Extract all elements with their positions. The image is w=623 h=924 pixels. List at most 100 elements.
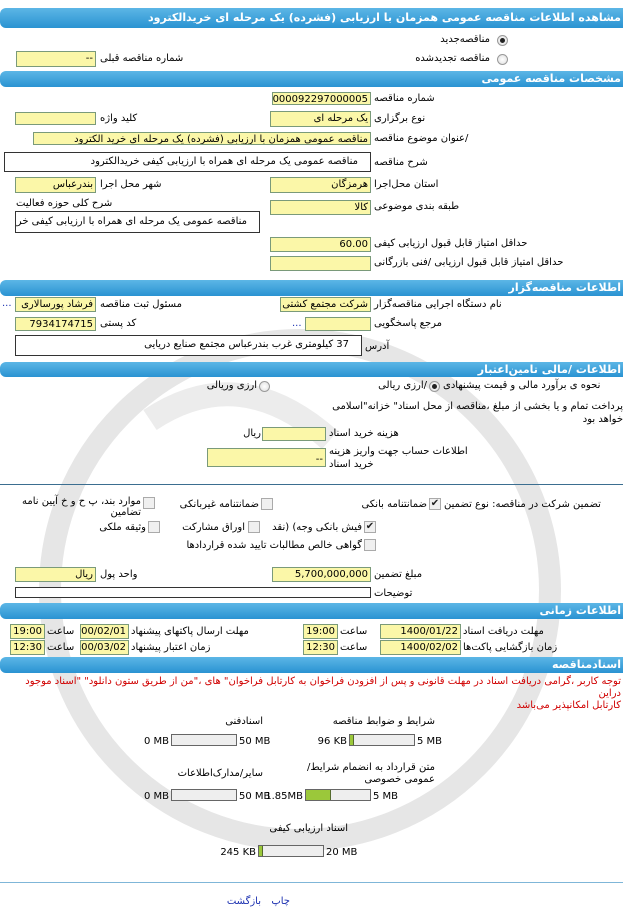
guarantee-bonds-label: اوراق مشارکت [182,522,245,533]
min-quality-field[interactable]: 60.00 [270,237,371,252]
guarantee-claims-label: گواهی خالص مطالبات تایید شده قراردادها [186,540,362,551]
registrar-field[interactable]: فرشاد پورسالاری [15,297,96,312]
address-label: آدرس [365,341,390,352]
opening-date[interactable]: 1400/02/02 [380,640,461,655]
doc-size: 0 MB [143,791,169,802]
new-tender-label: مناقصه‌جدید [440,34,490,45]
doc-label[interactable]: اسناد ارزیابی کیفی [269,823,348,834]
section-header-general: مشخصات مناقصه عمومی [0,71,623,87]
guarantee-checkbox-cash[interactable]: ✔ [364,521,376,533]
doc-deadline-time[interactable]: 19:00 [303,624,338,639]
treasury-text-2: خواهد بود [582,414,623,425]
page-title: مشاهده اطلاعات مناقصه عمومی همزمان با ار… [148,11,621,24]
section-header-finance: اطلاعات /مالی تامین‌اعتبار [0,362,623,377]
min-tech-field[interactable] [270,256,371,271]
rial-foreign-radio[interactable] [259,381,270,392]
subject-field[interactable]: مناقصه عمومی همزمان با ارزیابی (فشرده) ی… [33,132,371,145]
doc-progress-bar [258,845,324,857]
currency-field[interactable]: ریال [15,567,96,582]
doc-max-size: 5 MB [417,736,443,747]
doc-progress-fill [306,790,331,800]
postal-field[interactable]: 7934174715 [15,317,96,331]
doc-progress-bar [171,734,237,746]
account-field[interactable]: -- [207,448,326,467]
doc-progress-bar [349,734,415,746]
account-label-2: خرید اسناد [329,459,374,470]
doc-label[interactable]: شرایط و ضوابط مناقصه [332,716,435,727]
rial-foreign-label: ارزی وریالی [206,380,257,391]
documents-notice-2: کارتابل امکانپذیر می‌باشد [516,700,621,711]
tender-number-label: شماره مناقصه [374,93,435,104]
guarantee-checkbox-bylaw[interactable] [143,497,155,509]
new-tender-radio[interactable] [497,35,508,46]
reference-label: مرجع پاسخگویی [374,318,443,329]
renewed-tender-radio[interactable] [497,54,508,65]
registrar-label: مسئول ثبت مناقصه [100,299,182,310]
time-label: ساعت [340,642,368,653]
type-field[interactable]: یک مرحله ای [270,111,371,127]
guarantee-bylaw-label: موارد بند، پ ح و خ آیین نامه تضامین [21,496,141,518]
submit-deadline-date[interactable]: 1400/02/01 [80,624,129,639]
time-label: ساعت [47,626,75,637]
treasury-text: پرداخت تمام و یا بخشی از مبلغ ،مناقصه از… [332,401,623,412]
validity-label: زمان اعتبار پیشنهاد [131,642,211,653]
address-field[interactable]: 37 کیلومتری غرب بندرعباس مجتمع صنایع دری… [15,335,362,356]
organizer-label: نام دستگاه اجرایی مناقصه‌گزار [374,299,502,310]
guarantee-label: تضمین شرکت در مناقصه: نوع تضمین [444,499,601,510]
doc-deadline-date[interactable]: 1400/01/22 [380,624,461,639]
doc-label[interactable]: سایر/مدارک‌اطلاعات [177,768,263,779]
opening-time[interactable]: 12:30 [303,640,338,655]
submit-deadline-time[interactable]: 19:00 [10,624,45,639]
doc-progress-fill [259,846,263,856]
guarantee-cash-label: فیش بانکی وجه) (نقد [272,522,362,533]
rial-radio[interactable] [429,381,440,392]
section-header-timing: اطلاعات زمانی [0,603,623,619]
doc-label[interactable]: متن قرارداد به انضمام شرایط/عمومی خصوصی [306,762,435,785]
keyword-label: کلید واژه [100,113,138,124]
keyword-field[interactable] [15,112,96,125]
print-link[interactable]: چاپ [271,896,290,907]
back-link[interactable]: بازگشت [226,896,261,907]
amount-field[interactable]: 5,700,000,000 [272,567,371,582]
divider [0,484,623,485]
notes-field[interactable] [15,587,371,598]
divider [0,882,623,883]
guarantee-checkbox-bonds[interactable] [248,521,260,533]
organizer-field[interactable]: شرکت مجتمع کشتی سازی [280,297,371,312]
prev-number-field[interactable]: -- [16,51,96,67]
prev-number-label: شماره مناقصه قبلی [100,53,184,64]
scope-field[interactable]: مناقصه عمومی یک مرحله ای همراه با ارزیاب… [15,211,260,233]
time-label: ساعت [340,626,368,637]
doc-max-size: 20 MB [326,847,358,858]
doc-max-size: 5 MB [373,791,399,802]
doc-cost-field[interactable] [262,427,326,441]
guarantee-property-label: وثیقه ملکی [99,522,146,533]
reference-more-link[interactable]: ... [292,318,302,329]
category-label: طبقه بندی موضوعی [374,201,460,212]
guarantee-checkbox-bank[interactable]: ✔ [429,498,441,510]
city-field[interactable]: بندرعباس [15,177,96,193]
guarantee-checkbox-claims[interactable] [364,539,376,551]
validity-date[interactable]: 1400/03/02 [80,640,129,655]
notes-label: توضیحات [374,588,413,599]
description-field[interactable]: مناقصه عمومی یک مرحله ای همراه با ارزیاب… [4,152,371,172]
documents-notice-block: توجه کاربر ،گرامی دریافت اسناد در مهلت ق… [2,676,621,712]
reference-field[interactable] [305,317,371,331]
doc-size: 96 KB [317,736,347,747]
doc-size: 1.85MB [265,791,303,802]
province-field[interactable]: هرمزگان [270,177,371,193]
guarantee-checkbox-nonbank[interactable] [261,498,273,510]
doc-label[interactable]: اسنادفنی [225,716,263,727]
category-field[interactable]: کالا [270,200,371,215]
page-title-bar: مشاهده اطلاعات مناقصه عمومی همزمان با ار… [0,8,623,28]
validity-time[interactable]: 12:30 [10,640,45,655]
postal-label: کد پستی [100,318,137,329]
guarantee-checkbox-property[interactable] [148,521,160,533]
estimate-label: نحوه ی برآورد مالی و قیمت پیشنهادی [443,380,601,391]
tender-number-field[interactable]: 2000092297000005 [272,92,371,105]
opening-label: زمان بازگشایی پاکت‌ها [463,642,558,653]
renewed-tender-label: مناقصه تجدیدشده [415,53,490,64]
description-label: شرح مناقصه [374,157,428,168]
registrar-more-link[interactable]: ... [2,298,12,309]
doc-progress-fill [350,735,354,745]
